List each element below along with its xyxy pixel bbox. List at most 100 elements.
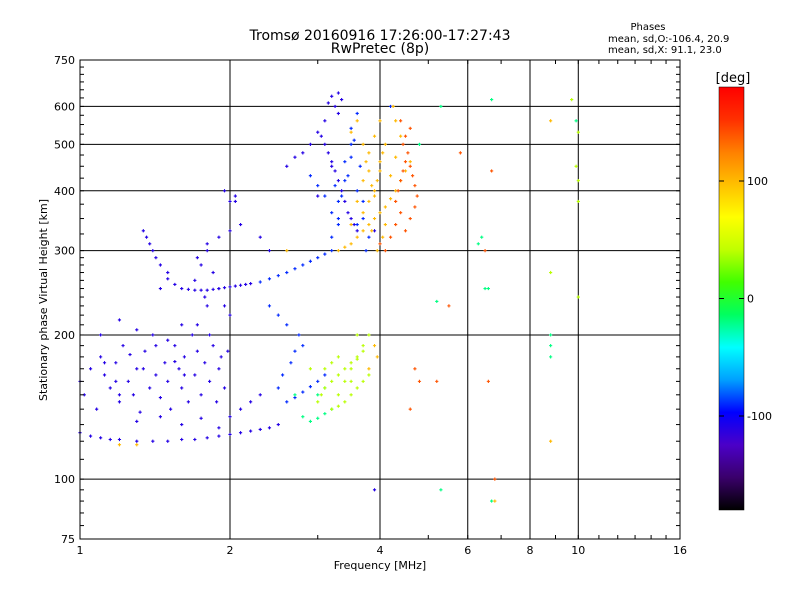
- tick-marks: [79, 59, 681, 539]
- data-point: [576, 179, 580, 183]
- data-point: [336, 179, 340, 183]
- data-point: [226, 349, 230, 353]
- data-point: [323, 373, 327, 377]
- data-point: [148, 242, 152, 246]
- data-point: [166, 439, 170, 443]
- data-point: [490, 97, 494, 102]
- data-point: [570, 97, 574, 102]
- data-point: [355, 222, 359, 227]
- data-point: [399, 179, 403, 183]
- data-point: [355, 235, 359, 239]
- data-point: [195, 349, 199, 353]
- data-point: [336, 355, 340, 359]
- data-point: [336, 222, 340, 227]
- data-point: [177, 367, 181, 371]
- data-point: [417, 142, 422, 146]
- data-point: [476, 242, 480, 246]
- data-point: [343, 179, 347, 183]
- data-point: [193, 288, 197, 292]
- data-point: [217, 434, 221, 438]
- data-point: [435, 379, 439, 383]
- data-point: [193, 278, 197, 282]
- data-point: [375, 179, 379, 183]
- data-point: [126, 379, 130, 383]
- data-point: [151, 439, 155, 443]
- data-point: [186, 400, 190, 404]
- y-tick-label: 600: [54, 100, 75, 113]
- y-tick-label: 400: [54, 185, 75, 198]
- chart-title: Tromsø 20160916 17:26:00-17:27:43: [249, 28, 511, 44]
- x-tick-label: 4: [377, 544, 384, 557]
- data-point: [372, 344, 377, 348]
- data-point: [180, 386, 184, 390]
- data-point: [154, 373, 158, 377]
- data-point: [88, 367, 93, 371]
- data-point: [144, 235, 149, 239]
- data-point: [483, 286, 487, 291]
- data-point: [114, 379, 118, 383]
- data-point: [336, 91, 340, 95]
- data-point: [276, 422, 280, 427]
- data-point: [355, 229, 359, 233]
- data-point: [258, 280, 262, 284]
- data-point: [375, 355, 379, 359]
- x-tick-labels: 1 2 4 6 8 10 16: [77, 544, 688, 557]
- data-point: [549, 355, 553, 359]
- data-point: [349, 126, 353, 130]
- data-point: [249, 429, 253, 433]
- data-point: [267, 249, 272, 253]
- data-point: [490, 169, 494, 173]
- data-point: [154, 344, 158, 348]
- data-point: [330, 235, 334, 239]
- data-point: [215, 400, 219, 404]
- data-point: [352, 222, 356, 227]
- data-point: [182, 373, 186, 377]
- data-point: [293, 395, 297, 400]
- data-point: [219, 355, 223, 359]
- data-point: [413, 184, 417, 188]
- data-point: [138, 410, 142, 414]
- data-point: [135, 328, 139, 332]
- data-point: [408, 407, 412, 411]
- data-point: [163, 361, 167, 365]
- data-point: [308, 367, 313, 371]
- data-point: [355, 111, 359, 116]
- data-point: [285, 323, 289, 327]
- data-point: [95, 407, 99, 411]
- data-point: [361, 379, 365, 383]
- data-point: [486, 379, 490, 383]
- data-point: [222, 286, 227, 290]
- data-point: [238, 222, 243, 227]
- data-point: [267, 304, 272, 308]
- data-point: [316, 416, 320, 420]
- phase-stats-x: mean, sd,X: 91.1, 23.0: [608, 45, 722, 56]
- data-point: [228, 229, 232, 233]
- data-point: [330, 407, 334, 411]
- data-point: [355, 199, 359, 204]
- data-point: [388, 197, 393, 201]
- data-point: [166, 379, 170, 383]
- data-point: [408, 126, 412, 130]
- data-point: [367, 169, 371, 173]
- data-point: [211, 287, 215, 291]
- data-point: [378, 242, 382, 246]
- data-point: [258, 393, 262, 397]
- data-point: [158, 395, 163, 400]
- data-point: [340, 189, 344, 193]
- data-point: [108, 386, 112, 390]
- data-point: [186, 287, 190, 291]
- data-point: [323, 386, 327, 390]
- data-point: [285, 270, 289, 275]
- data-point: [158, 263, 163, 267]
- data-point: [336, 216, 340, 221]
- data-point: [336, 249, 340, 253]
- y-tick-label: 200: [54, 329, 75, 342]
- data-point: [367, 333, 371, 337]
- data-point: [316, 379, 320, 383]
- data-point: [276, 386, 280, 390]
- data-point: [378, 169, 382, 173]
- data-point: [408, 164, 412, 168]
- data-point: [319, 134, 323, 138]
- data-point: [301, 415, 305, 419]
